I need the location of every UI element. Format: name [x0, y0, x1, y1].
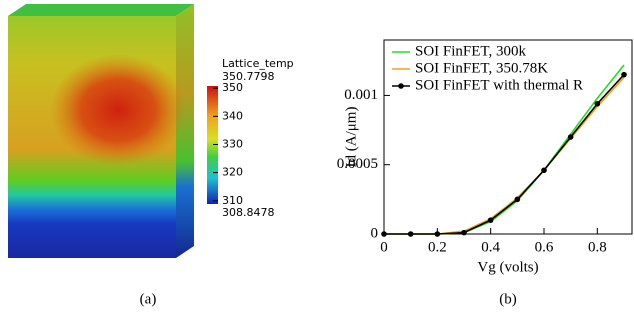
block-render [8, 4, 194, 258]
legend-label: SOI FinFET with thermal R [415, 77, 583, 93]
x-tick-label: 0.8 [588, 239, 607, 255]
figure: Lattice_temp 350.7798 308.8478 (a) (b) V… [0, 0, 634, 320]
data-point [621, 72, 627, 78]
colorbar-tick-label: 330 [222, 137, 243, 150]
x-tick-label: 0 [380, 239, 388, 255]
data-point [568, 134, 574, 140]
data-point [435, 231, 441, 237]
panel-label: (b) [499, 291, 517, 307]
x-tick-label: 0.2 [428, 239, 447, 255]
colorbar-tick-label: 320 [222, 166, 243, 179]
legend-label: SOI FinFET, 300k [415, 43, 526, 59]
colorbar-tick-label: 350 [222, 81, 243, 94]
data-point [515, 197, 521, 203]
data-point [408, 231, 414, 237]
block-top [8, 4, 194, 16]
data-point [595, 101, 601, 107]
x-tick-label: 0.4 [481, 239, 500, 255]
colorbar [207, 86, 218, 204]
hot-spot [50, 54, 186, 166]
colorbar-tick-label: 310 [222, 194, 243, 207]
y-tick-label: 0 [371, 225, 379, 241]
colorbar-tick-label: 340 [222, 109, 243, 122]
legend-marker [398, 83, 404, 89]
data-point [488, 217, 494, 223]
y-tick-label: 0.0005 [337, 156, 378, 172]
colorbar-min: 308.8478 [222, 206, 275, 219]
data-point [381, 231, 387, 237]
legend-label: SOI FinFET, 350.78K [415, 60, 548, 76]
x-tick-label: 0.6 [535, 239, 554, 255]
panel-label: (a) [140, 291, 157, 307]
data-point [541, 167, 547, 173]
colorbar-title: Lattice_temp [222, 57, 294, 70]
y-tick-label: 0.001 [344, 87, 378, 103]
series-line [384, 75, 624, 234]
data-point [461, 230, 467, 236]
x-axis-label: Vg (volts) [477, 259, 538, 275]
